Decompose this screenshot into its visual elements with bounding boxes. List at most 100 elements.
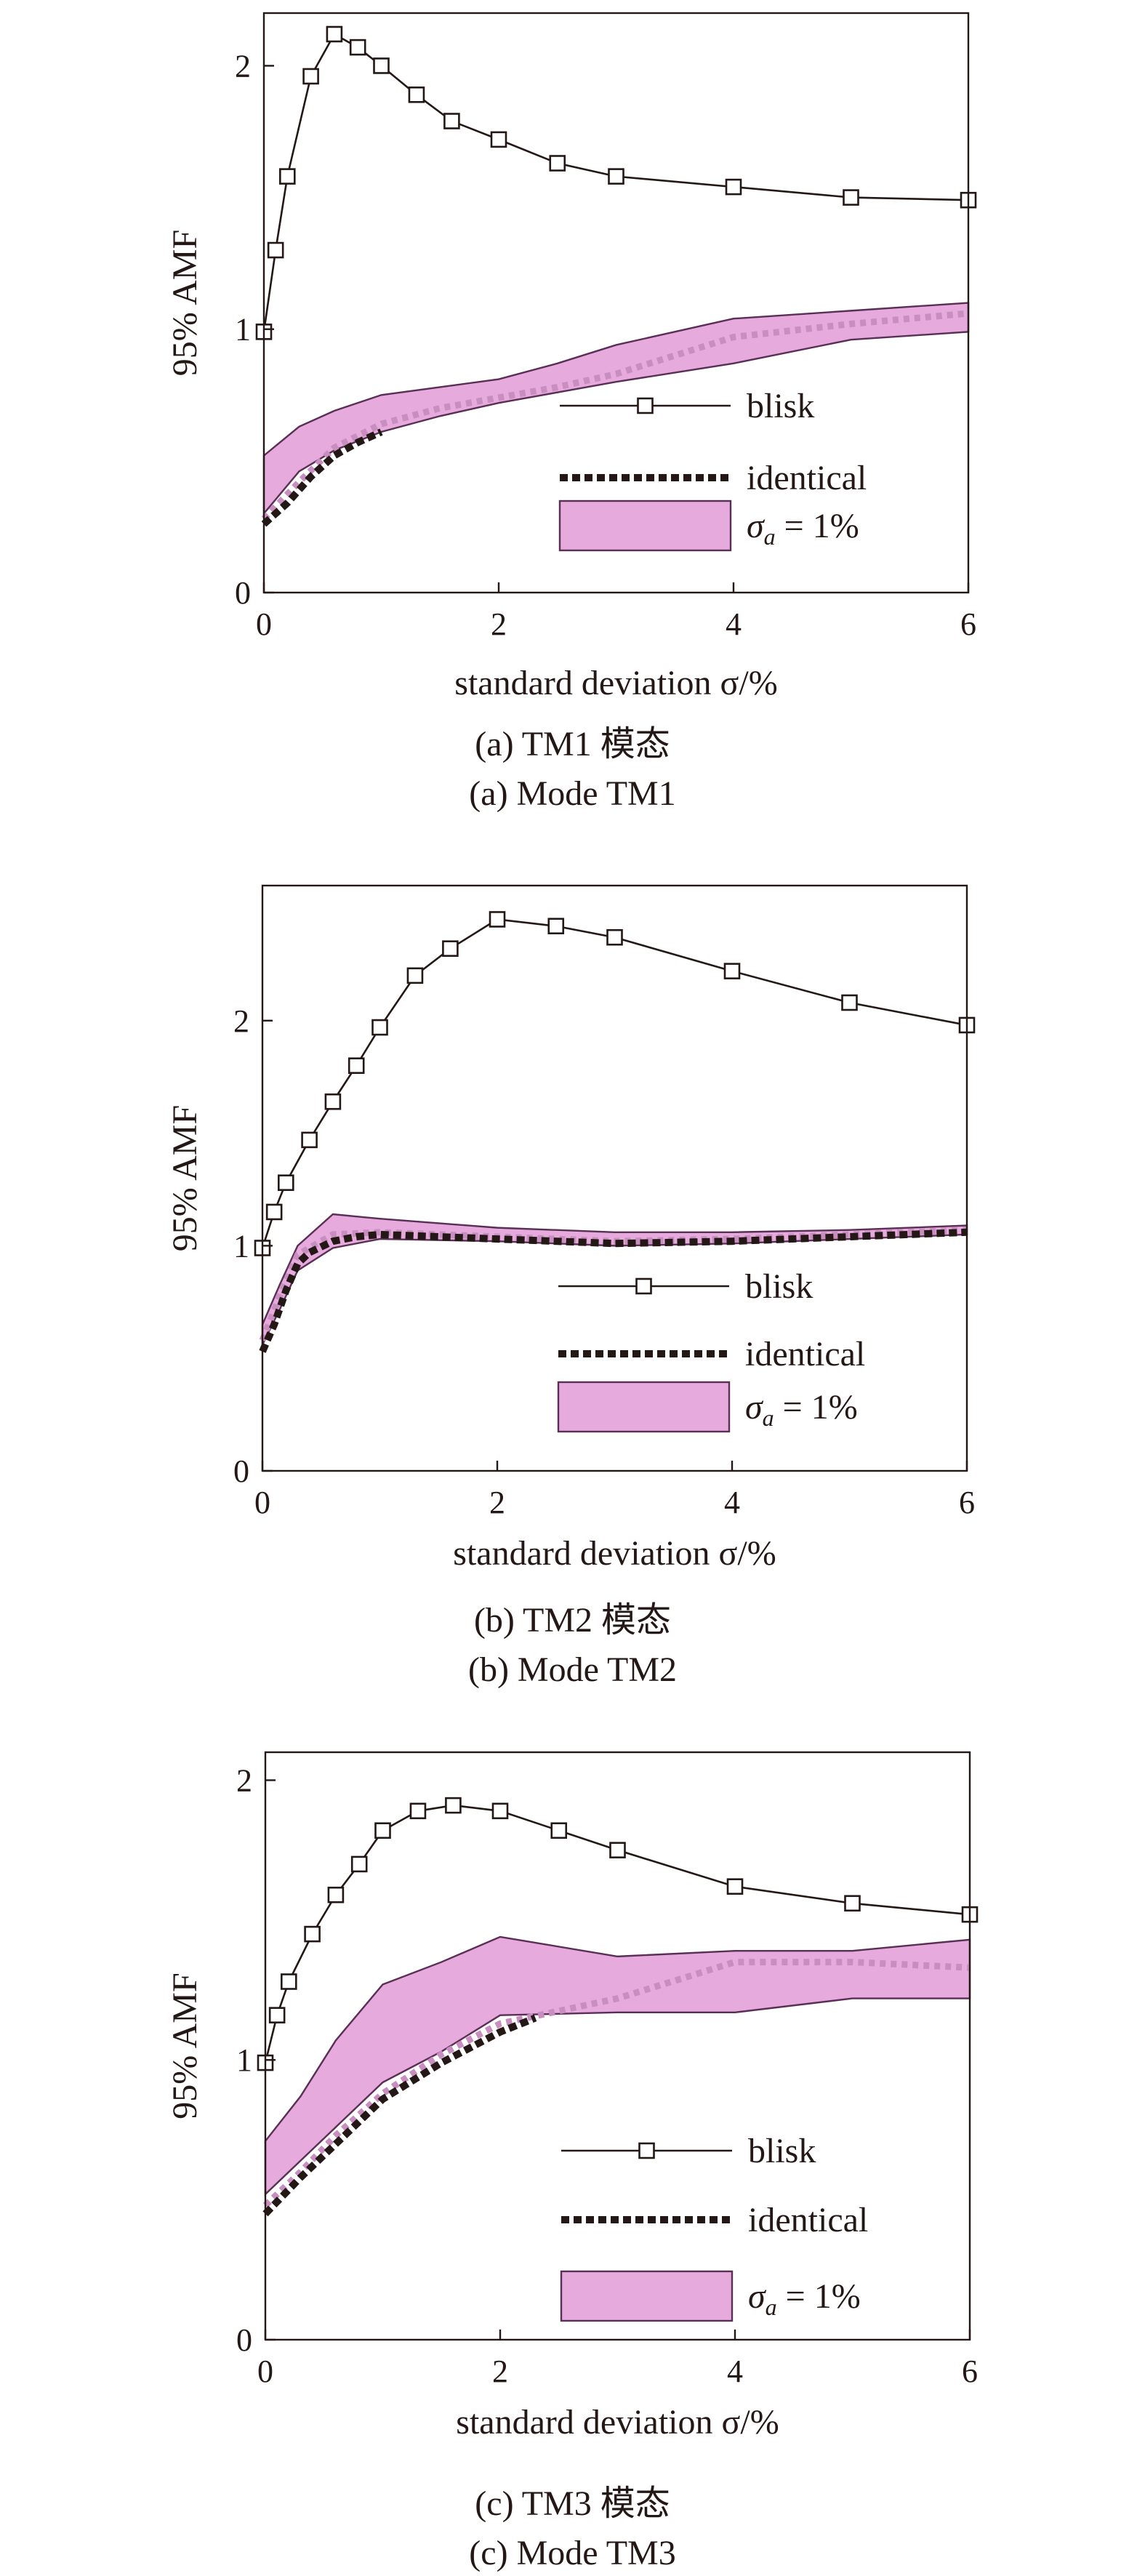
identical-line-a — [261, 428, 383, 527]
blisk-point-c-12 — [726, 1878, 744, 1895]
chart-panel-b: 0 2 4 6 0 1 2 standard deviation σ/% 95% AMF blis… — [0, 869, 1145, 1720]
legend-sigma-swatch — [560, 2270, 734, 2322]
blisk-point-b-8 — [442, 940, 459, 957]
caption-cn-c: (c) TM3 模态 — [475, 2484, 670, 2523]
caption-en-b: (b) Mode TM2 — [467, 1650, 678, 1689]
y-tick-label-a-2: 2 — [235, 48, 251, 84]
x-tick-label-c-0: 0 — [257, 2354, 273, 2389]
plot-frame-a — [262, 12, 970, 594]
blisk-point-b-13 — [841, 994, 858, 1011]
x-tick-label-a-2: 2 — [491, 606, 507, 642]
blisk-point-a-9 — [490, 131, 507, 148]
x-tick-label-b-2: 2 — [489, 1485, 505, 1520]
legend-blisk-label: blisk — [745, 1267, 813, 1306]
plot-frame-c — [264, 1751, 971, 2341]
sigma-band-c — [264, 1935, 971, 2196]
blisk-point-c-3 — [304, 1925, 321, 1943]
chart-panel-c: 0 2 4 6 0 1 2 standard deviation σ/% 95% AMF blis… — [0, 1751, 1145, 2576]
blisk-point-a-12 — [725, 178, 742, 196]
blisk-point-c-11 — [609, 1842, 626, 1858]
legend-identical-label: identical — [748, 2201, 868, 2239]
blisk-point-c-9 — [491, 1802, 509, 1820]
blisk-point-c-10 — [550, 1822, 568, 1839]
chart-panel-a: 0 2 4 6 0 1 2 standard deviation σ/% 95% AMF blis… — [0, 0, 1145, 836]
y-axis-label-c: 95% AMF — [166, 1973, 204, 2119]
blisk-point-c-1 — [268, 2007, 286, 2023]
legend-a: blisk identical σa = 1% — [558, 387, 867, 552]
legend-blisk-marker — [635, 1277, 652, 1295]
blisk-point-b-12 — [723, 963, 741, 979]
caption-cn-b: (b) TM2 模态 — [473, 1601, 672, 1640]
x-tick-label-b-0: 0 — [254, 1485, 270, 1520]
x-tick-label-c-6: 6 — [962, 2354, 978, 2389]
chart-a: 0 2 4 6 0 1 2 standard deviation σ/% 95% AMF blis… — [166, 12, 977, 702]
caption-en-a: (a) Mode TM1 — [469, 774, 676, 813]
x-tick-label-c-2: 2 — [492, 2354, 508, 2389]
legend-blisk-label: blisk — [748, 2132, 816, 2170]
chart-b: 0 2 4 6 0 1 2 standard deviation σ/% 95% AMF blis… — [166, 884, 976, 1573]
legend-blisk-marker — [638, 2142, 655, 2159]
blisk-point-a-11 — [608, 168, 624, 185]
x-axis-label-b: standard deviation σ/% — [453, 1534, 776, 1573]
y-tick-label-b-2: 2 — [233, 1003, 249, 1039]
legend-sigma-label: σa = 1% — [748, 2277, 861, 2320]
blisk-point-c-2 — [280, 1973, 297, 1990]
identical-line-c — [262, 2014, 537, 2217]
legend-identical-label: identical — [745, 1335, 865, 1373]
sigma-mean-line-a — [261, 310, 969, 521]
blisk-point-b-2 — [277, 1174, 294, 1191]
y-tick-label-c-0: 0 — [236, 2322, 252, 2358]
blisk-point-b-7 — [406, 967, 424, 984]
blisk-point-b-11 — [606, 928, 623, 946]
blisk-point-b-10 — [547, 918, 565, 935]
plot-frame-b — [261, 884, 968, 1472]
blisk-point-c-4 — [327, 1886, 345, 1903]
x-tick-label-a-0: 0 — [256, 606, 272, 642]
legend-identical-label: identical — [747, 459, 867, 497]
x-axis-label-c: standard deviation σ/% — [456, 2403, 779, 2441]
legend-sigma-swatch — [557, 1381, 731, 1433]
y-tick-label-c-2: 2 — [236, 1762, 252, 1798]
y-tick-label-a-1: 1 — [235, 312, 251, 348]
y-tick-label-a-0: 0 — [235, 575, 251, 611]
blisk-point-a-7 — [408, 87, 425, 103]
blisk-point-a-13 — [843, 189, 859, 206]
y-tick-label-b-0: 0 — [233, 1453, 249, 1489]
caption-cn-a: (a) TM1 模态 — [475, 725, 670, 763]
blisk-point-b-5 — [347, 1057, 365, 1074]
blisk-point-a-1 — [267, 241, 284, 259]
x-tick-label-c-4: 4 — [727, 2354, 743, 2389]
blisk-point-b-1 — [265, 1203, 283, 1221]
y-tick-label-b-1: 1 — [233, 1228, 249, 1264]
legend-sigma-label: σa = 1% — [745, 1388, 858, 1431]
blisk-point-b-4 — [324, 1093, 342, 1110]
blisk-point-a-6 — [373, 57, 390, 74]
blisk-point-c-5 — [350, 1855, 368, 1873]
blisk-point-a-5 — [349, 39, 366, 56]
blisk-point-a-8 — [443, 113, 460, 129]
legend-sigma-label: σa = 1% — [747, 507, 859, 550]
caption-en-c: (c) Mode TM3 — [469, 2534, 676, 2572]
blisk-point-a-4 — [326, 25, 343, 43]
legend-sigma-swatch — [558, 499, 732, 552]
y-axis-label-a: 95% AMF — [166, 230, 204, 376]
blisk-point-a-2 — [278, 168, 296, 185]
blisk-point-b-6 — [371, 1019, 388, 1036]
x-axis-label-a: standard deviation σ/% — [454, 664, 777, 702]
blisk-point-c-13 — [844, 1895, 861, 1912]
chart-c: 0 2 4 6 0 1 2 standard deviation σ/% 95% AMF blis… — [166, 1751, 979, 2441]
legend-blisk-marker — [637, 397, 654, 414]
blisk-point-a-10 — [549, 155, 566, 172]
sigma-mean-line-c — [262, 1959, 971, 2208]
y-axis-label-b: 95% AMF — [166, 1105, 204, 1251]
blisk-point-b-9 — [489, 911, 506, 928]
blisk-line-b — [261, 918, 968, 1248]
y-tick-label-c-1: 1 — [236, 2042, 252, 2078]
legend-c: blisk identical σa = 1% — [560, 2132, 868, 2322]
blisk-point-c-8 — [445, 1797, 462, 1814]
x-tick-label-a-6: 6 — [960, 606, 976, 642]
identical-line-b — [259, 1228, 968, 1353]
x-tick-label-b-4: 4 — [724, 1485, 740, 1520]
blisk-point-c-7 — [409, 1802, 427, 1820]
legend-b: blisk identical σa = 1% — [557, 1267, 865, 1433]
